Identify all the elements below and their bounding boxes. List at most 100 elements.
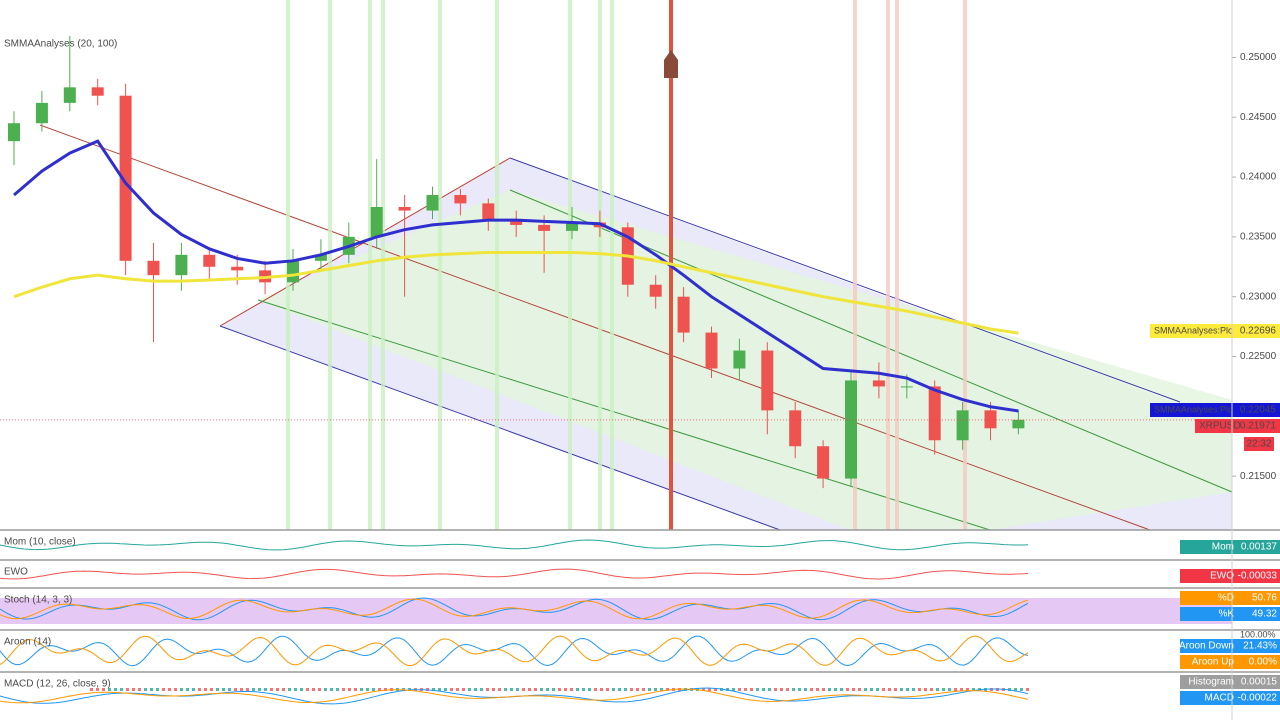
readout-bg (1180, 591, 1280, 605)
signal-band (368, 0, 372, 530)
readout-value: 0.00015 (1241, 677, 1278, 688)
stoch-band (0, 598, 1232, 624)
histogram-bar (558, 688, 561, 691)
histogram-bar (726, 688, 729, 691)
candle-body (1012, 419, 1025, 429)
histogram-bar (204, 688, 207, 691)
histogram-bar (492, 688, 495, 691)
channel-line (257, 299, 991, 531)
histogram-bar (96, 688, 99, 691)
countdown: 22:32 (1246, 439, 1271, 450)
histogram-bar (174, 688, 177, 691)
histogram-bar (348, 688, 351, 691)
signal-band (328, 0, 332, 530)
y-tick-label: 0.25000 (1240, 52, 1277, 63)
histogram-bar (594, 688, 597, 691)
histogram-bar (744, 688, 747, 691)
pane-title: EWO (4, 567, 28, 578)
histogram-bar (1014, 688, 1017, 691)
histogram-bar (612, 688, 615, 691)
histogram-bar (270, 688, 273, 691)
price-label-name: SMMAAnalyses:Plot (1154, 325, 1236, 335)
histogram-bar (954, 688, 957, 691)
histogram-bar (1008, 688, 1011, 691)
histogram-bar (948, 688, 951, 691)
histogram-bar (336, 688, 339, 691)
histogram-bar (378, 688, 381, 691)
histogram-bar (282, 688, 285, 691)
histogram-bar (450, 688, 453, 691)
indicator-line (0, 688, 1029, 704)
histogram-bar (870, 688, 873, 691)
histogram-bar (252, 688, 255, 691)
candle-body (928, 386, 941, 441)
candle-body (119, 95, 132, 261)
histogram-bar (528, 688, 531, 691)
channel-line (219, 325, 781, 531)
histogram-bar (546, 688, 549, 691)
histogram-bar (654, 688, 657, 691)
histogram-bar (480, 688, 483, 691)
readout-bg (1180, 655, 1280, 669)
histogram-bar (666, 688, 669, 691)
indicator-line (0, 539, 1029, 551)
candle-body (63, 87, 76, 103)
indicator-line (0, 635, 1029, 667)
indicator-line (0, 568, 1029, 580)
histogram-bar (264, 688, 267, 691)
signal-band (495, 0, 499, 530)
histogram-bar (516, 688, 519, 691)
histogram-bar (438, 688, 441, 691)
candle-body (454, 195, 467, 204)
candle-body (649, 284, 662, 297)
histogram-bar (624, 688, 627, 691)
histogram-bar (576, 688, 579, 691)
price-value-bg (1232, 324, 1280, 338)
readout-value: 49.32 (1252, 609, 1277, 620)
histogram-bar (972, 688, 975, 691)
histogram-bar (960, 688, 963, 691)
histogram-bar (840, 688, 843, 691)
histogram-bar (762, 688, 765, 691)
y-tick-label: 0.23500 (1240, 232, 1277, 243)
readout-name: Aroon Up (1192, 657, 1235, 668)
histogram-bar (828, 688, 831, 691)
histogram-bar (774, 688, 777, 691)
candle-body (231, 266, 244, 271)
histogram-bar (486, 688, 489, 691)
histogram-bar (540, 688, 543, 691)
last-price: 0.21971 (1240, 421, 1277, 432)
histogram-bar (108, 688, 111, 691)
histogram-bar (114, 688, 117, 691)
candle-body (8, 123, 20, 142)
histogram-bar (240, 688, 243, 691)
signal-band (895, 0, 899, 530)
candle-body (872, 380, 885, 387)
histogram-bar (912, 688, 915, 691)
candle-body (175, 254, 188, 276)
histogram-bar (432, 688, 435, 691)
histogram-bar (342, 688, 345, 691)
pane-scale: 100.00% (1240, 629, 1276, 639)
readout-name: EWO (1210, 571, 1234, 582)
histogram-bar (876, 688, 879, 691)
histogram-bar (882, 688, 885, 691)
histogram-bar (552, 688, 555, 691)
candle-body (733, 350, 746, 369)
histogram-bar (324, 688, 327, 691)
readout-bg (1180, 675, 1280, 689)
candle-body (35, 102, 48, 124)
readout-bg (1180, 607, 1280, 621)
signal-band (598, 0, 602, 530)
y-tick-label: 0.21500 (1240, 471, 1277, 482)
signal-band (886, 0, 890, 530)
histogram-bar (444, 688, 447, 691)
y-tick-label: 0.22500 (1240, 351, 1277, 362)
histogram-bar (852, 688, 855, 691)
y-tick-label: 0.23000 (1240, 291, 1277, 302)
histogram-bar (1026, 688, 1029, 691)
histogram-bar (756, 688, 759, 691)
histogram-bar (966, 688, 969, 691)
readout-name: Aroon Down (1179, 641, 1234, 652)
